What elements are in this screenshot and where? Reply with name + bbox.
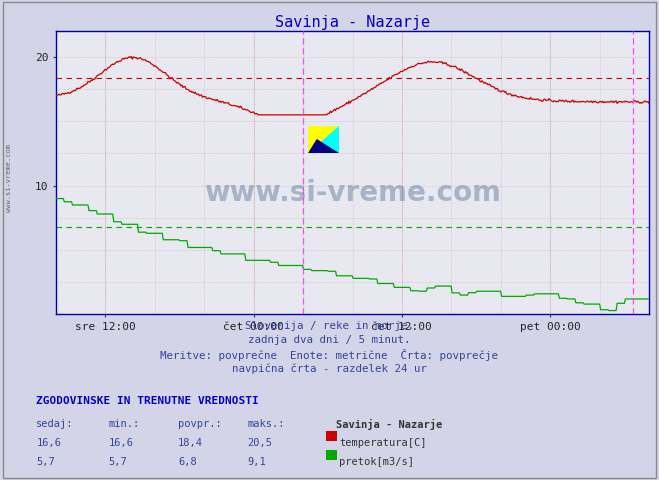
Text: 18,4: 18,4 — [178, 438, 203, 448]
Text: zadnja dva dni / 5 minut.: zadnja dva dni / 5 minut. — [248, 335, 411, 345]
Text: navpična črta - razdelek 24 ur: navpična črta - razdelek 24 ur — [232, 364, 427, 374]
Text: 20,5: 20,5 — [247, 438, 272, 448]
Text: www.si-vreme.com: www.si-vreme.com — [204, 179, 501, 206]
Text: maks.:: maks.: — [247, 419, 285, 429]
Text: pretok[m3/s]: pretok[m3/s] — [339, 457, 415, 468]
Polygon shape — [308, 139, 339, 153]
Text: Savinja - Nazarje: Savinja - Nazarje — [336, 419, 442, 430]
Text: 16,6: 16,6 — [36, 438, 61, 448]
Text: 6,8: 6,8 — [178, 457, 196, 468]
Title: Savinja - Nazarje: Savinja - Nazarje — [275, 15, 430, 30]
Polygon shape — [308, 126, 339, 153]
Text: www.si-vreme.com: www.si-vreme.com — [5, 144, 12, 212]
Polygon shape — [308, 126, 339, 153]
Text: 9,1: 9,1 — [247, 457, 266, 468]
Text: 5,7: 5,7 — [109, 457, 127, 468]
Text: Slovenija / reke in morje.: Slovenija / reke in morje. — [245, 321, 414, 331]
Text: sedaj:: sedaj: — [36, 419, 74, 429]
Text: 16,6: 16,6 — [109, 438, 134, 448]
Text: povpr.:: povpr.: — [178, 419, 221, 429]
Text: temperatura[C]: temperatura[C] — [339, 438, 427, 448]
Text: 5,7: 5,7 — [36, 457, 55, 468]
Text: Meritve: povprečne  Enote: metrične  Črta: povprečje: Meritve: povprečne Enote: metrične Črta:… — [161, 349, 498, 361]
Text: ZGODOVINSKE IN TRENUTNE VREDNOSTI: ZGODOVINSKE IN TRENUTNE VREDNOSTI — [36, 396, 259, 406]
Text: min.:: min.: — [109, 419, 140, 429]
